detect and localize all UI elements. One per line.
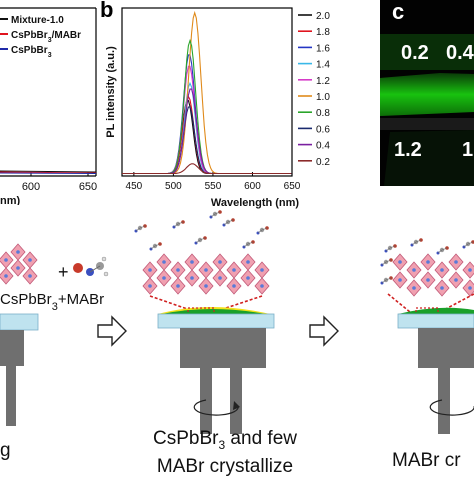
substrate-right xyxy=(398,314,474,328)
panel-a-tick-label: 600 xyxy=(22,181,40,193)
series-line-1.2 xyxy=(122,66,291,173)
process-arrow xyxy=(98,317,126,345)
x-tick-label: 600 xyxy=(244,181,261,192)
caption-right-fragment: MABr cr xyxy=(392,450,474,472)
x-tick-label: 500 xyxy=(165,181,182,192)
substrate-left xyxy=(0,314,38,330)
x-tick-label: 550 xyxy=(205,181,222,192)
y-axis-title: PL intensity (a.u.) xyxy=(105,46,117,138)
spindle-right-middle xyxy=(230,368,242,434)
zoom-line xyxy=(388,294,410,312)
substrate-middle xyxy=(158,314,274,328)
caption-left-fragment: g xyxy=(0,440,14,462)
legend-label: 1.0 xyxy=(316,92,330,103)
legend-label: 1.2 xyxy=(316,76,330,87)
series-line-2.0 xyxy=(122,101,291,174)
legend-label: 1.6 xyxy=(316,43,330,54)
caption-middle-line2: MABr crystallize xyxy=(140,456,310,478)
legend-label: 2.0 xyxy=(316,11,330,22)
panel-c-letter: c xyxy=(392,0,404,25)
plus-sign: + xyxy=(58,262,69,282)
process-arrow xyxy=(310,317,338,345)
precursor-label: CsPbBr3+MABr xyxy=(0,291,104,313)
series-line-0.8 xyxy=(122,41,291,174)
legend-label: 0.8 xyxy=(316,108,330,119)
series-line-1.8 xyxy=(122,97,291,174)
panel-a-line-cspbbr3 xyxy=(0,173,96,174)
panel-a-plot: Mixture-1.0 CsPbBr3/MABr CsPbBr3 600 650… xyxy=(0,0,110,205)
series-line-1.4 xyxy=(122,83,291,173)
photo-label: 0.2 xyxy=(401,42,429,65)
chuck-middle xyxy=(180,328,266,368)
stage-middle xyxy=(135,210,275,434)
stage-left: + CsPbBr3+MABr xyxy=(0,244,108,426)
series-line-1.0 xyxy=(122,13,291,174)
green-film-middle xyxy=(380,73,474,116)
legend-label-mixture: Mixture-1.0 xyxy=(11,15,64,26)
caption-middle: CsPbBr3 and few MABr crystallize xyxy=(140,428,310,478)
series-line-0.6 xyxy=(122,107,291,174)
legend-label: 1.8 xyxy=(316,27,330,38)
legend-label-cspbbr3: CsPbBr3 xyxy=(11,45,52,59)
x-tick-label: 450 xyxy=(126,181,143,192)
series-line-0.4 xyxy=(122,89,291,173)
panel-a-tick-label: 650 xyxy=(79,181,97,193)
spindle-left xyxy=(6,366,16,426)
legend-label: 0.6 xyxy=(316,124,330,135)
legend-label: 0.4 xyxy=(316,141,330,152)
chuck-left xyxy=(0,330,24,366)
legend-label-csmabr: CsPbBr3/MABr xyxy=(11,30,81,44)
rotation-arrow xyxy=(430,400,474,415)
panel-c-photo: c 0.2 0.4 1.2 1 xyxy=(380,0,474,186)
legend-label: 0.2 xyxy=(316,157,330,168)
photo-label: 1 xyxy=(462,139,473,162)
pl-chart: 450 500 550 600 650 2.0 1.8 1.6 1.4 1.2 1.0 0.8 0.6… xyxy=(100,0,370,215)
holder-strip xyxy=(380,118,474,130)
stage-right xyxy=(381,238,474,434)
series-line-1.6 xyxy=(122,55,291,174)
photo-label: 0.4 xyxy=(446,42,474,65)
chuck-right xyxy=(418,328,474,368)
mabr-molecule xyxy=(73,257,108,276)
legend-label: 1.4 xyxy=(316,60,330,71)
caption-middle-line1: CsPbBr3 and few xyxy=(140,428,310,456)
photo-label: 1.2 xyxy=(394,139,422,162)
x-tick-label: 650 xyxy=(284,181,301,192)
